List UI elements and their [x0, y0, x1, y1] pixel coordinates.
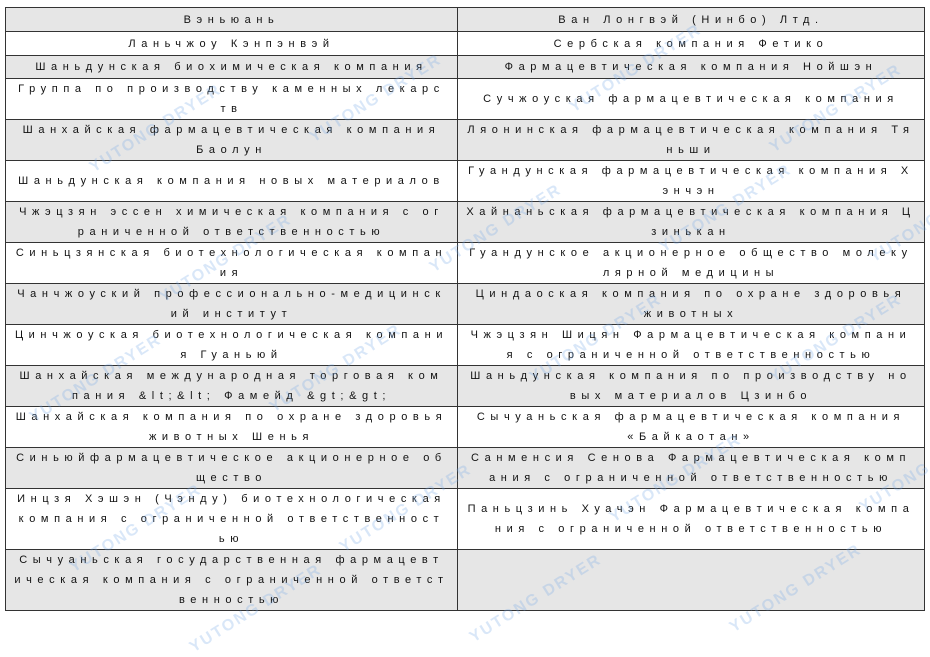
table-cell: Сычуаньская государственная фармацевтиче… — [5, 549, 458, 611]
table-cell: Хайнаньская фармацевтическая компания Цз… — [457, 201, 925, 243]
table-cell: Сычуаньская фармацевтическая компания «Б… — [457, 406, 925, 448]
table-cell: Шаньдунская биохимическая компания — [5, 55, 458, 79]
table-row: Шанхайская компания по охране здоровья ж… — [5, 406, 925, 448]
table-cell: Синьцзянская биотехнологическая компания — [5, 242, 458, 284]
company-table: Вэньюань Ван Лонгвэй (Нинбо) Лтд. Ланьчж… — [5, 7, 925, 611]
table-cell: Шанхайская фармацевтическая компания Бао… — [5, 119, 458, 161]
table-row: Шанхайская международная торговая компан… — [5, 365, 925, 407]
table-row: Синьюйфармацевтическое акционерное общес… — [5, 447, 925, 489]
table-row: Сычуаньская государственная фармацевтиче… — [5, 549, 925, 611]
table-cell: Ляонинская фармацевтическая компания Тян… — [457, 119, 925, 161]
table-cell: Гуандунское акционерное общество молекул… — [457, 242, 925, 284]
table-row: Шаньдунская биохимическая компания Фармац… — [5, 55, 925, 79]
table-cell: Чжэцзян эссен химическая компания с огра… — [5, 201, 458, 243]
table-cell: Фармацевтическая компания Нойшэн — [457, 55, 925, 79]
table-row: Цинчжоуская биотехнологическая компания … — [5, 324, 925, 366]
table-cell: Чжэцзян Шицян Фармацевтическая компания … — [457, 324, 925, 366]
table-cell: Шаньдунская компания по производству нов… — [457, 365, 925, 407]
table-cell: Санменсия Сенова Фармацевтическая компан… — [457, 447, 925, 489]
table-cell: Синьюйфармацевтическое акционерное общес… — [5, 447, 458, 489]
table-cell: Гуандунская фармацевтическая компания Хэ… — [457, 160, 925, 202]
table-cell: Чанчжоуский профессионально-медицинский … — [5, 283, 458, 325]
table-row: Инцзя Хэшэн (Чэнду) биотехнологическая к… — [5, 488, 925, 550]
table-cell: Циндаоская компания по охране здоровья ж… — [457, 283, 925, 325]
table-cell: Шаньдунская компания новых материалов — [5, 160, 458, 202]
table-cell: Шанхайская международная торговая компан… — [5, 365, 458, 407]
table-cell: Группа по производству каменных лекарств — [5, 78, 458, 120]
table-cell: Паньцзинь Хуачэн Фармацевтическая компан… — [457, 488, 925, 550]
table-cell: Цинчжоуская биотехнологическая компания … — [5, 324, 458, 366]
table-cell: Сучжоуская фармацевтическая компания — [457, 78, 925, 120]
table-cell: Сербская компания Фетико — [457, 31, 925, 56]
table-cell: Ван Лонгвэй (Нинбо) Лтд. — [457, 7, 925, 32]
table-row: Шаньдунская компания новых материалов Гуа… — [5, 160, 925, 202]
table-row: Группа по производству каменных лекарств… — [5, 78, 925, 120]
table-row: Синьцзянская биотехнологическая компания… — [5, 242, 925, 284]
table-row: Ланьчжоу Кэнпэнвэй Сербская компания Фети… — [5, 31, 925, 56]
table-cell: Инцзя Хэшэн (Чэнду) биотехнологическая к… — [5, 488, 458, 550]
table-row: Шанхайская фармацевтическая компания Бао… — [5, 119, 925, 161]
table-row: Чанчжоуский профессионально-медицинский … — [5, 283, 925, 325]
table-cell: Ланьчжоу Кэнпэнвэй — [5, 31, 458, 56]
table-cell: Шанхайская компания по охране здоровья ж… — [5, 406, 458, 448]
table-cell — [457, 549, 925, 611]
table-cell: Вэньюань — [5, 7, 458, 32]
table-row: Вэньюань Ван Лонгвэй (Нинбо) Лтд. — [5, 7, 925, 32]
table-row: Чжэцзян эссен химическая компания с огра… — [5, 201, 925, 243]
